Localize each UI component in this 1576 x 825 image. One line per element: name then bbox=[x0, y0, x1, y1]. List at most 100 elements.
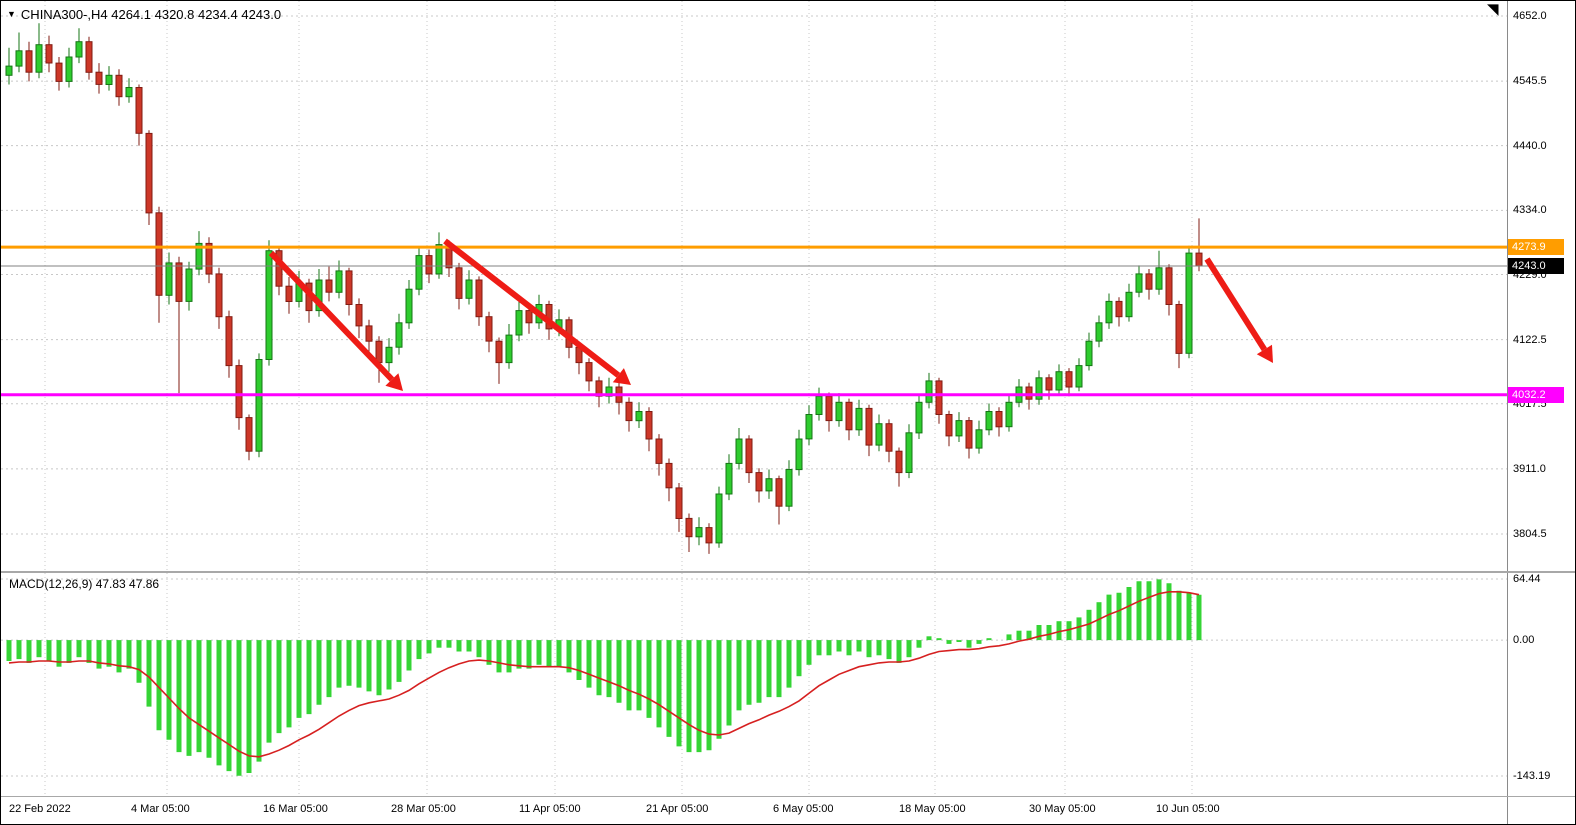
candle bbox=[865, 404, 873, 457]
candle bbox=[1065, 368, 1073, 397]
candle bbox=[615, 382, 623, 415]
candle bbox=[415, 246, 423, 296]
time-label: 11 Apr 05:00 bbox=[519, 803, 581, 815]
candle bbox=[75, 28, 83, 64]
candle bbox=[465, 270, 473, 305]
candle bbox=[505, 324, 513, 369]
candle bbox=[825, 392, 833, 432]
candle bbox=[15, 32, 23, 73]
trend-arrow[interactable] bbox=[268, 250, 403, 391]
time-label: 30 May 05:00 bbox=[1029, 803, 1096, 815]
candle bbox=[925, 372, 933, 409]
candle bbox=[175, 256, 183, 394]
resistance-price-badge: 4273.9 bbox=[1508, 239, 1564, 255]
candle bbox=[1075, 358, 1083, 392]
candle bbox=[205, 237, 213, 284]
candle bbox=[515, 301, 523, 342]
candle bbox=[1155, 250, 1163, 295]
candle bbox=[455, 262, 463, 310]
candle bbox=[635, 402, 643, 428]
candle bbox=[45, 35, 53, 73]
candle bbox=[1005, 394, 1013, 432]
macd-scale-label: -143.19 bbox=[1513, 770, 1551, 782]
macd-indicator-label: MACD(12,26,9) 47.83 47.86 bbox=[9, 577, 160, 591]
time-label: 4 Mar 05:00 bbox=[131, 803, 190, 815]
candle bbox=[385, 338, 393, 372]
candle bbox=[1085, 332, 1093, 371]
trend-arrow[interactable] bbox=[443, 238, 631, 385]
candle bbox=[185, 261, 193, 311]
candle bbox=[315, 269, 323, 317]
time-label: 16 Mar 05:00 bbox=[263, 803, 328, 815]
candlestick-chart[interactable] bbox=[1, 1, 1507, 571]
candle bbox=[405, 280, 413, 329]
candle bbox=[665, 458, 673, 502]
candle bbox=[1105, 293, 1113, 329]
candle bbox=[435, 232, 443, 279]
candle bbox=[305, 278, 313, 323]
trend-arrow[interactable] bbox=[1204, 257, 1273, 363]
candle bbox=[855, 399, 863, 436]
candle bbox=[125, 78, 133, 103]
macd-indicator-chart[interactable] bbox=[1, 573, 1507, 796]
time-label: 28 Mar 05:00 bbox=[391, 803, 456, 815]
candle bbox=[705, 523, 713, 554]
candle bbox=[905, 424, 913, 479]
price-label: 4545.5 bbox=[1513, 75, 1547, 87]
candle bbox=[1135, 265, 1143, 298]
price-scale[interactable]: 4652.0 4545.5 4440.0 4334.0 4229.0 4122.5 4017… bbox=[1507, 1, 1575, 824]
price-label: 4122.5 bbox=[1513, 334, 1547, 346]
current-price-badge: 4243.0 bbox=[1508, 258, 1564, 274]
candles bbox=[5, 23, 1203, 554]
candle bbox=[5, 47, 13, 85]
chart-shift-marker-icon[interactable]: ◥ bbox=[1487, 1, 1499, 18]
candle bbox=[285, 277, 293, 314]
candle bbox=[245, 414, 253, 461]
candle bbox=[805, 405, 813, 446]
panel-separator[interactable] bbox=[1, 571, 1575, 573]
time-axis[interactable]: 22 Feb 2022 4 Mar 05:00 16 Mar 05:00 28 Mar… bbox=[1, 798, 1507, 824]
candle bbox=[1165, 264, 1173, 316]
candle bbox=[115, 69, 123, 106]
candle bbox=[35, 23, 43, 79]
candle bbox=[1195, 218, 1203, 272]
candle bbox=[765, 469, 773, 499]
candle bbox=[995, 407, 1003, 437]
candle bbox=[355, 298, 363, 339]
candle bbox=[795, 429, 803, 476]
macd-signal-line bbox=[8, 590, 1200, 758]
time-label: 10 Jun 05:00 bbox=[1156, 803, 1220, 815]
candle bbox=[325, 266, 333, 302]
candle bbox=[695, 517, 703, 546]
price-label: 3804.5 bbox=[1513, 528, 1547, 540]
candle bbox=[1125, 283, 1133, 322]
candle bbox=[215, 267, 223, 329]
price-label: 4334.0 bbox=[1513, 204, 1547, 216]
candle bbox=[885, 419, 893, 463]
candle bbox=[55, 57, 63, 91]
candle bbox=[1015, 379, 1023, 408]
candle bbox=[625, 397, 633, 432]
candle bbox=[685, 513, 693, 552]
candle bbox=[255, 353, 263, 458]
candle bbox=[25, 41, 33, 82]
candle bbox=[775, 475, 783, 525]
candle bbox=[755, 468, 763, 503]
time-label: 21 Apr 05:00 bbox=[646, 803, 709, 815]
candle bbox=[975, 420, 983, 454]
candle bbox=[585, 358, 593, 392]
candle bbox=[1095, 315, 1103, 348]
time-label: 6 May 05:00 bbox=[773, 803, 834, 815]
candle bbox=[475, 276, 483, 326]
candle bbox=[815, 387, 823, 421]
candle bbox=[365, 319, 373, 354]
candle bbox=[195, 231, 203, 276]
candle bbox=[485, 311, 493, 353]
candle bbox=[655, 434, 663, 476]
candle bbox=[745, 435, 753, 483]
candle bbox=[335, 260, 343, 299]
candle bbox=[65, 47, 73, 88]
support-price-badge: 4032.2 bbox=[1508, 387, 1564, 403]
candle bbox=[1035, 370, 1043, 405]
